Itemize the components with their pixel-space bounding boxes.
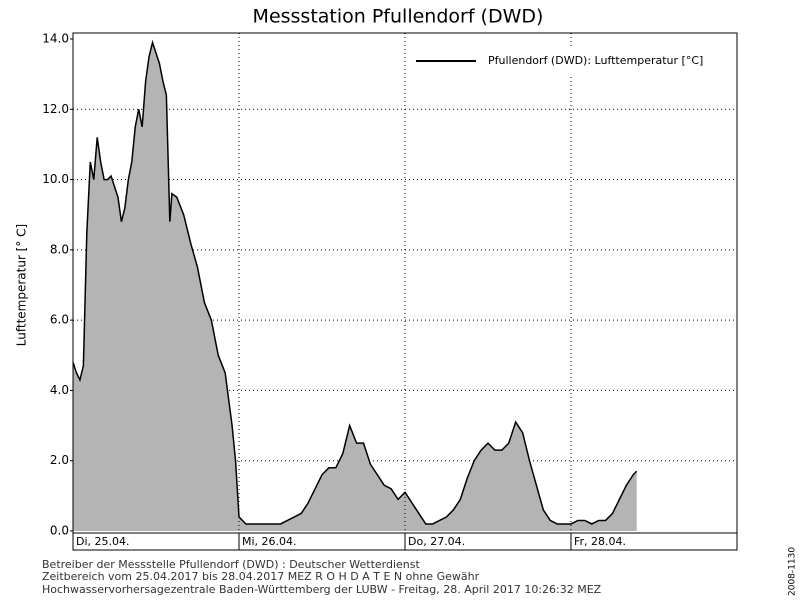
y-tick-label: 0.0 (50, 524, 69, 538)
y-axis-label: Lufttemperatur [° C] (15, 224, 29, 346)
x-tick-label: Mi, 26.04. (242, 535, 297, 548)
y-tick-label: 2.0 (50, 453, 69, 467)
legend-label: Pfullendorf (DWD): Lufttemperatur [°C] (488, 54, 703, 67)
y-tick-label: 14.0 (42, 32, 69, 46)
x-tick-label: Di, 25.04. (76, 535, 130, 548)
footer-line: Zeitbereich vom 25.04.2017 bis 28.04.201… (42, 570, 480, 583)
y-tick-label: 12.0 (42, 102, 69, 116)
y-tick-label: 8.0 (50, 242, 69, 256)
plot-frame (72, 32, 738, 551)
footer-line: Betreiber der Messstelle Pfullendorf (DW… (42, 558, 421, 571)
x-tick-label: Fr, 28.04. (574, 535, 626, 548)
y-tick-label: 6.0 (50, 313, 69, 327)
chart-title: Messstation Pfullendorf (DWD) (253, 6, 544, 28)
area (73, 42, 637, 532)
line (72, 39, 638, 525)
side-label: 2008-1130 (788, 547, 798, 596)
footer-line: Hochwasservorhersagezentrale Baden-Württ… (42, 583, 602, 596)
x-tick-label: Do, 27.04. (408, 535, 465, 548)
y-tick-label: 4.0 (50, 383, 69, 397)
y-tick-label: 10.0 (42, 172, 69, 186)
